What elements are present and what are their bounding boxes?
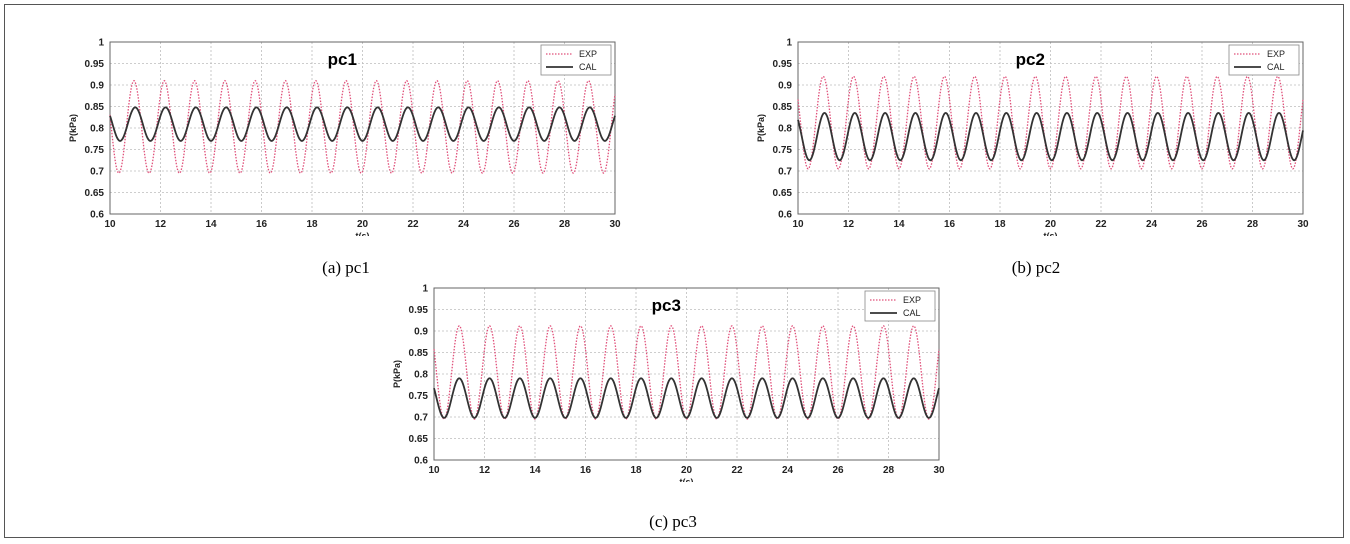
x-tick-label: 18 [994, 219, 1006, 230]
x-axis-label: t(s) [680, 477, 694, 482]
y-tick-label: 0.8 [90, 124, 104, 135]
legend-box [1228, 44, 1300, 76]
x-tick-label: 24 [458, 219, 470, 230]
x-tick-label: 10 [428, 465, 440, 476]
y-tick-label: 0.8 [414, 370, 428, 381]
y-tick-label: 0.85 [409, 348, 429, 359]
y-tick-label: 0.95 [409, 305, 429, 316]
x-tick-label: 30 [933, 465, 945, 476]
x-tick-label: 26 [1196, 219, 1208, 230]
x-tick-label: 12 [843, 219, 855, 230]
series-line-exp [797, 75, 1304, 170]
x-tick-label: 20 [681, 465, 693, 476]
y-tick-label: 0.9 [90, 81, 104, 92]
x-tick-label: 28 [559, 219, 571, 230]
chart-svg-pc1: 10 12 14 16 18 20 22 24 26 28 30 0.6 0.65 0.7 0.75 0.8 0… [68, 38, 621, 237]
y-tick-label: 0.6 [414, 456, 428, 467]
x-tick-label: 10 [792, 219, 804, 230]
y-tick-label: 0.7 [414, 413, 428, 424]
chart-svg-pc2: 10 12 14 16 18 20 22 24 26 28 30 0.6 0.65 0.7 0.75 0.8 0… [756, 38, 1309, 237]
legend-box [540, 44, 612, 76]
chart-pc3: 10 12 14 16 18 20 22 24 26 28 30 0.6 0.65 0.7 0.75 0.8 0… [384, 282, 949, 483]
x-tick-label: 18 [306, 219, 318, 230]
y-tick-label: 0.75 [773, 145, 793, 156]
x-tick-label: 12 [479, 465, 491, 476]
legend-label-cal: CAL [1267, 62, 1285, 72]
chart-title: pc1 [328, 50, 357, 69]
x-tick-label: 16 [256, 219, 268, 230]
caption-pc2: (b) pc2 [1011, 258, 1061, 277]
caption-pc1: (a) pc1 [322, 258, 370, 277]
chart-pc2: 10 12 14 16 18 20 22 24 26 28 30 0.6 0.65 0.7 0.75 0.8 0… [748, 36, 1313, 237]
x-tick-label: 22 [407, 219, 419, 230]
x-tick-label: 26 [508, 219, 520, 230]
y-tick-label: 0.9 [778, 81, 792, 92]
y-tick-label: 0.95 [773, 59, 793, 70]
chart-pc1: 10 12 14 16 18 20 22 24 26 28 30 0.6 0.65 0.7 0.75 0.8 0… [60, 36, 625, 237]
x-tick-label: 14 [529, 465, 541, 476]
x-tick-label: 10 [104, 219, 116, 230]
x-tick-label: 16 [580, 465, 592, 476]
chart-title: pc3 [652, 296, 681, 315]
series-line-exp [433, 325, 940, 420]
y-tick-label: 1 [98, 38, 104, 49]
y-tick-label: 0.65 [409, 434, 429, 445]
y-tick-label: 0.85 [85, 102, 105, 113]
series-line-exp [109, 79, 616, 174]
y-tick-label: 0.9 [414, 327, 428, 338]
chart-title: pc2 [1016, 50, 1045, 69]
legend-label-exp: EXP [903, 295, 921, 305]
x-tick-label: 22 [731, 465, 743, 476]
x-tick-label: 30 [609, 219, 621, 230]
x-tick-label: 14 [893, 219, 905, 230]
x-tick-label: 12 [155, 219, 167, 230]
legend-label-cal: CAL [903, 308, 921, 318]
x-tick-label: 24 [782, 465, 794, 476]
y-tick-label: 0.8 [778, 124, 792, 135]
legend-label-cal: CAL [579, 62, 597, 72]
plot-area [797, 41, 1304, 215]
y-tick-label: 0.75 [85, 145, 105, 156]
x-tick-label: 20 [357, 219, 369, 230]
y-tick-label: 0.75 [409, 391, 429, 402]
chart-svg-pc3: 10 12 14 16 18 20 22 24 26 28 30 0.6 0.65 0.7 0.75 0.8 0… [392, 284, 945, 483]
legend-box [864, 290, 936, 322]
figure-frame [4, 4, 1344, 538]
y-tick-label: 0.95 [85, 59, 105, 70]
y-tick-label: 1 [422, 284, 428, 295]
x-tick-label: 18 [630, 465, 642, 476]
series-line-cal [797, 112, 1304, 162]
plot-area [433, 287, 940, 461]
legend-label-exp: EXP [1267, 49, 1285, 59]
y-tick-label: 0.7 [778, 167, 792, 178]
x-tick-label: 14 [205, 219, 217, 230]
x-axis-label: t(s) [356, 231, 370, 236]
y-tick-label: 0.65 [773, 188, 793, 199]
plot-area [109, 41, 616, 215]
y-tick-label: 0.6 [90, 210, 104, 221]
y-tick-label: 0.65 [85, 188, 105, 199]
x-tick-label: 24 [1146, 219, 1158, 230]
x-tick-label: 26 [832, 465, 844, 476]
x-tick-label: 28 [1247, 219, 1259, 230]
caption-pc3: (c) pc3 [649, 512, 697, 531]
legend-label-exp: EXP [579, 49, 597, 59]
y-tick-label: 1 [786, 38, 792, 49]
x-tick-label: 22 [1095, 219, 1107, 230]
series-line-cal [109, 106, 616, 142]
y-axis-label: P(kPa) [392, 360, 402, 388]
x-tick-label: 20 [1045, 219, 1057, 230]
y-tick-label: 0.85 [773, 102, 793, 113]
y-axis-label: P(kPa) [68, 114, 78, 142]
x-tick-label: 30 [1297, 219, 1309, 230]
x-tick-label: 16 [944, 219, 956, 230]
y-tick-label: 0.6 [778, 210, 792, 221]
x-tick-label: 28 [883, 465, 895, 476]
y-axis-label: P(kPa) [756, 114, 766, 142]
x-axis-label: t(s) [1044, 231, 1058, 236]
y-tick-label: 0.7 [90, 167, 104, 178]
series-line-cal [433, 377, 940, 419]
